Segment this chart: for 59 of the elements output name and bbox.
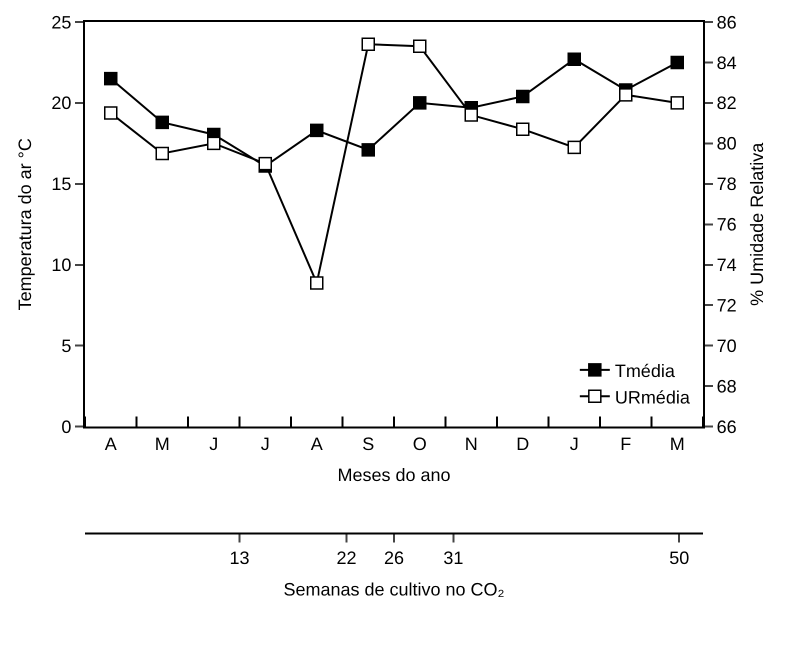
- y-tick-label: 25: [51, 12, 72, 32]
- x2-tick-label: 13: [229, 548, 250, 568]
- x-tick-label: M: [154, 434, 170, 454]
- point: [413, 40, 426, 54]
- point: [516, 90, 530, 104]
- x2-tick-label: 22: [336, 548, 356, 568]
- point: [362, 143, 375, 157]
- y2-tick-label: 84: [716, 52, 737, 73]
- x-tick-label: N: [464, 434, 478, 454]
- y-tick-label: 20: [51, 93, 72, 114]
- point: [464, 108, 478, 122]
- point: [568, 52, 581, 66]
- point: [619, 88, 632, 102]
- y2-tick-label: 78: [716, 174, 737, 194]
- x-tick-label: J: [260, 434, 270, 454]
- point: [413, 96, 426, 110]
- point: [156, 116, 169, 130]
- x-tick-label: A: [310, 434, 323, 454]
- y-tick-label: 5: [61, 336, 72, 356]
- point: [568, 140, 581, 154]
- y-axis-title: Temperatura do ar °C: [15, 138, 36, 310]
- point: [156, 146, 169, 160]
- y-tick-label: 0: [61, 416, 72, 437]
- x-tick-label: M: [670, 434, 685, 454]
- y2-tick-label: 72: [716, 296, 737, 316]
- point: [207, 136, 220, 150]
- x2-axis-title: Semanas de cultivo no CO₂: [283, 580, 505, 600]
- x2-tick-label: 50: [669, 548, 690, 568]
- point: [310, 276, 324, 290]
- y2-axis-title: % Umidade Relativa: [747, 142, 768, 306]
- point: [310, 124, 324, 138]
- point: [104, 72, 118, 86]
- point: [104, 106, 118, 120]
- x-tick-label: J: [209, 434, 218, 454]
- x-tick-label: A: [104, 434, 117, 454]
- x-tick-label: O: [412, 434, 427, 454]
- point: [362, 38, 375, 51]
- point: [516, 122, 530, 136]
- y2-tick-label: 68: [716, 376, 737, 396]
- x-tick-label: S: [362, 434, 374, 454]
- x2-tick-label: 26: [384, 548, 404, 568]
- y2-tick-label: 74: [716, 255, 737, 276]
- y2-tick-label: 66: [716, 416, 737, 437]
- y2-tick-label: 70: [716, 336, 737, 356]
- point: [670, 96, 684, 110]
- y2-tick-label: 82: [716, 93, 737, 114]
- y-tick-label: 10: [51, 255, 72, 276]
- legend-label: Tmédia: [614, 360, 676, 381]
- x-tick-label: F: [620, 434, 632, 454]
- y2-tick-label: 86: [716, 12, 737, 32]
- point: [670, 56, 684, 70]
- y2-tick-label: 76: [716, 214, 737, 235]
- x-tick-label: J: [570, 434, 579, 454]
- x2-tick-label: 31: [443, 548, 464, 568]
- x-axis-title: Meses do ano: [337, 464, 451, 485]
- y-tick-label: 15: [51, 174, 72, 194]
- legend-label: URmédia: [614, 387, 691, 408]
- y2-tick-label: 80: [716, 134, 737, 154]
- x-tick-label: D: [516, 434, 530, 454]
